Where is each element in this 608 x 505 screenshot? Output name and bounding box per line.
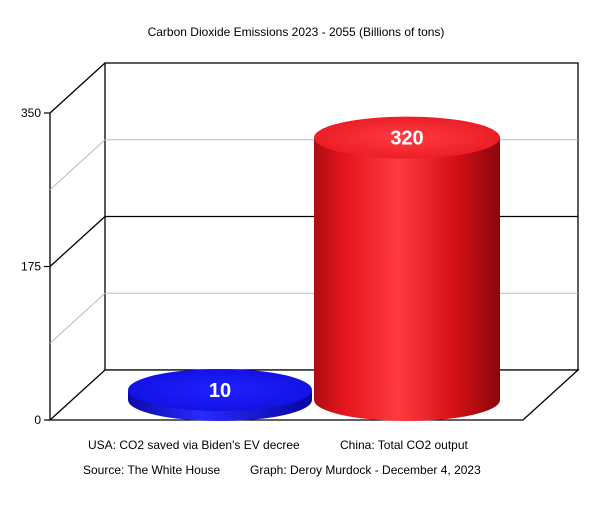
data-label-usa: 10 [209, 380, 231, 402]
credit-note: Graph: Deroy Murdock - December 4, 2023 [250, 463, 481, 477]
bar-top-usa [128, 369, 312, 411]
bar-china: 320 [314, 116, 500, 421]
gridline-side [49, 216, 106, 267]
bars: 10 320 [128, 116, 500, 421]
y-tick-label: 350 [21, 106, 41, 120]
top-left-edge [49, 62, 106, 114]
source-note: Source: The White House [83, 463, 221, 477]
data-label-china: 320 [390, 128, 423, 150]
bar-usa: 10 [128, 369, 312, 421]
y-tick-label: 0 [34, 413, 41, 427]
bar-top-china [314, 116, 500, 159]
gridline-side [49, 139, 106, 191]
gridline-side [49, 292, 106, 344]
y-tick-label: 175 [21, 260, 41, 274]
category-label-china: China: Total CO2 output [340, 438, 469, 452]
chart-title: Carbon Dioxide Emissions 2023 - 2055 (Bi… [148, 25, 445, 39]
category-label-usa: USA: CO2 saved via Biden's EV decree [88, 438, 300, 452]
bar-body-china [314, 137, 500, 421]
